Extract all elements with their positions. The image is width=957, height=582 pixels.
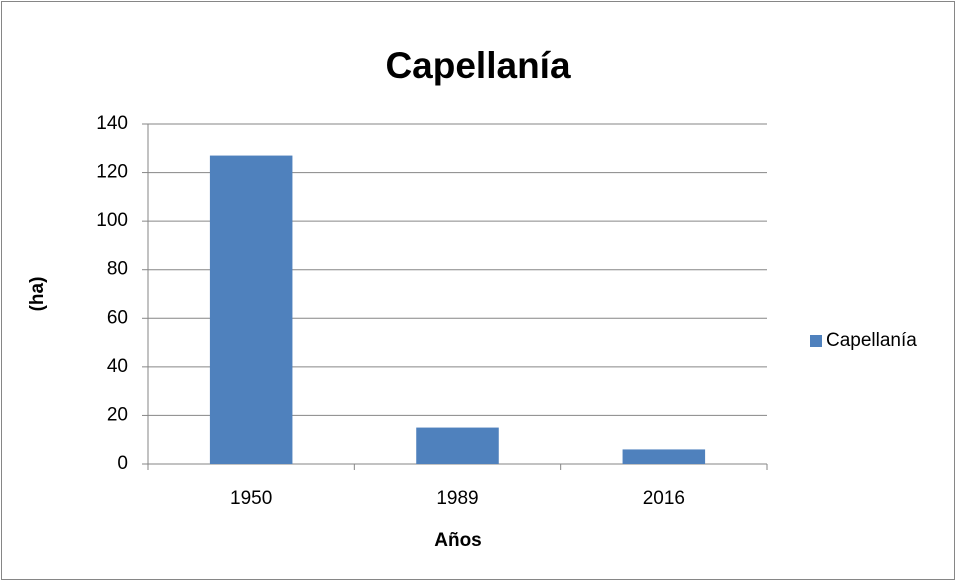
y-tick-label: 140 bbox=[96, 113, 128, 134]
y-tick-label: 120 bbox=[96, 162, 128, 183]
bar bbox=[209, 155, 293, 465]
legend-swatch bbox=[810, 335, 822, 347]
bar bbox=[622, 449, 706, 464]
y-tick-label: 0 bbox=[117, 453, 128, 474]
x-tick-label: 2016 bbox=[643, 488, 685, 509]
chart-title: Capellanía bbox=[385, 45, 570, 86]
y-tick-label: 40 bbox=[107, 356, 128, 377]
bar bbox=[416, 427, 499, 464]
y-tick-label: 60 bbox=[107, 307, 128, 328]
x-axis-label: Años bbox=[434, 530, 482, 551]
y-tick-label: 100 bbox=[96, 210, 128, 231]
y-tick-label: 20 bbox=[107, 404, 128, 425]
legend-label: Capellanía bbox=[826, 330, 917, 351]
y-axis-label: (ha) bbox=[27, 277, 48, 312]
x-tick-label: 1950 bbox=[230, 488, 272, 509]
y-tick-label: 80 bbox=[107, 259, 128, 280]
x-tick-label: 1989 bbox=[436, 488, 478, 509]
